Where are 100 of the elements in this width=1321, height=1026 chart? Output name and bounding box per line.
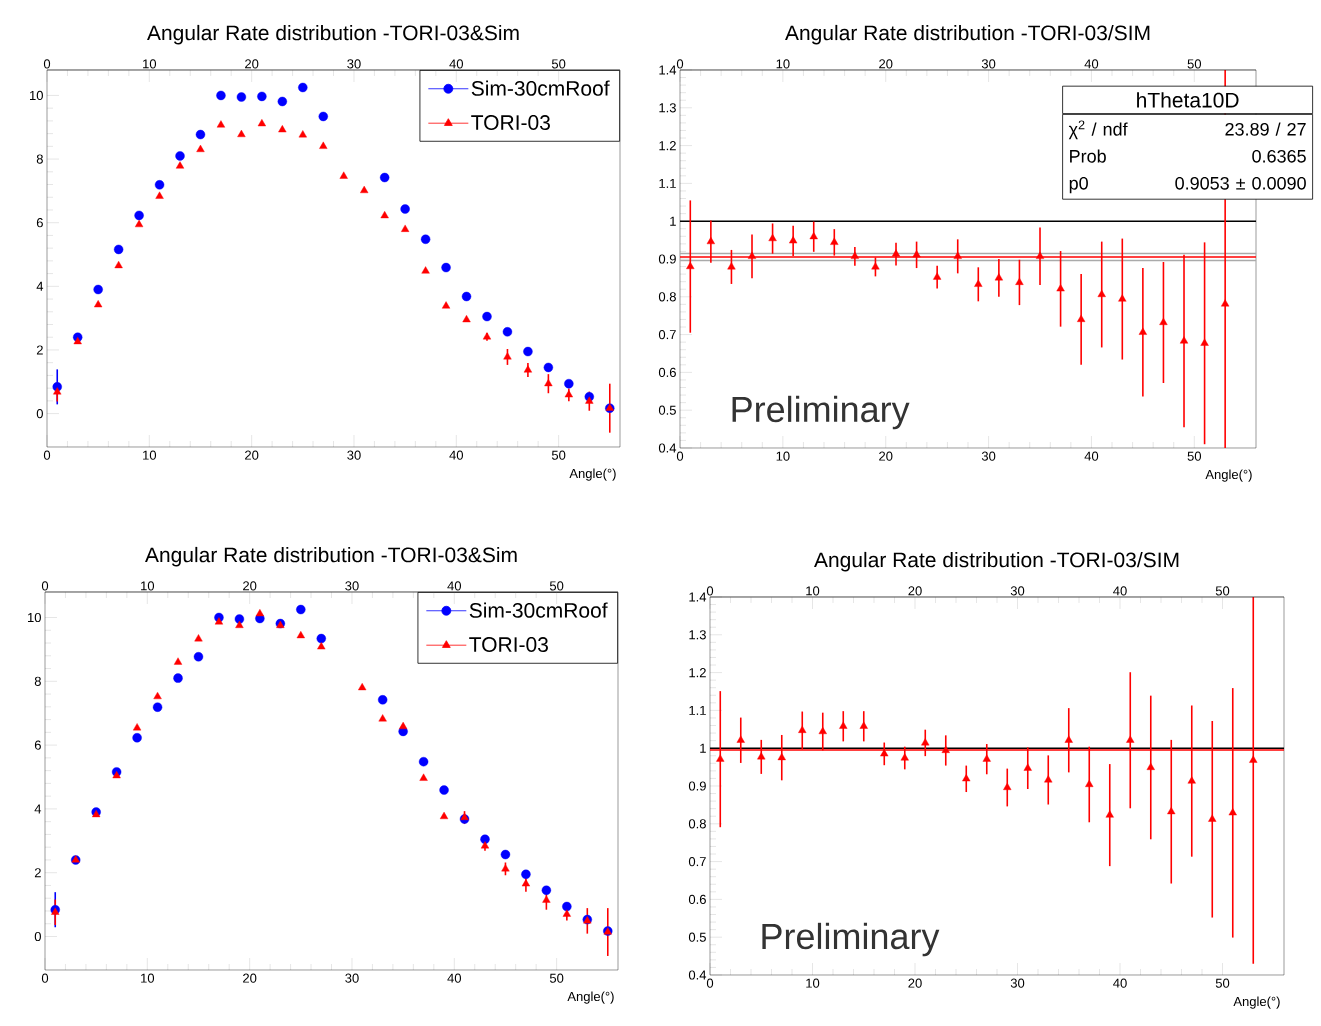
legend-label: TORI-03	[469, 637, 548, 652]
x-tick-label: 20	[908, 586, 922, 596]
y-tick-label: 8	[34, 676, 41, 686]
x2-tick-label: 10	[806, 978, 820, 988]
y-tick-label: 1.1	[689, 705, 706, 715]
chart-title: Angular Rate distribution -TORI-03&Sim	[145, 546, 517, 567]
y-tick-label: 1.2	[689, 668, 706, 678]
y-tick-label: 0.4	[688, 970, 707, 980]
y-tick-label: 0.6	[688, 894, 706, 904]
x-tick-label: 50	[1215, 586, 1230, 596]
chart-title: Angular Rate distribution -TORI-03&Sim	[147, 24, 519, 45]
x2-tick-label: 40	[447, 973, 462, 983]
legend-label: TORI-03	[471, 115, 550, 130]
x-axis-title: Angle(°)	[1233, 996, 1280, 1009]
y-tick-label: 6	[36, 218, 43, 228]
x2-tick-label: 30	[347, 450, 361, 460]
y-tick-label: 0.8	[688, 819, 706, 829]
x-tick-label: 50	[551, 59, 566, 69]
annotation: 0.9053 ± 0.0090	[1175, 176, 1306, 190]
x2-tick-label: 20	[243, 973, 257, 983]
x2-tick-label: 20	[879, 451, 893, 461]
x-tick-label: 10	[141, 581, 155, 591]
y-tick-label: 0.5	[688, 932, 706, 942]
x2-tick-label: 0	[676, 451, 684, 461]
x2-tick-label: 40	[1113, 978, 1127, 988]
x-tick-label: 30	[1010, 586, 1025, 596]
x2-tick-label: 50	[1187, 451, 1202, 461]
x-tick-label: 20	[243, 581, 257, 591]
y-tick-label: 1.4	[659, 65, 677, 75]
x-tick-label: 10	[806, 586, 820, 596]
x2-tick-label: 10	[141, 973, 155, 983]
x-tick-label: 10	[776, 59, 790, 69]
y-tick-label: 0.5	[658, 405, 676, 415]
x2-tick-label: 10	[143, 450, 157, 460]
y-tick-label: 1.4	[689, 592, 707, 602]
x2-tick-label: 40	[449, 450, 464, 460]
y-tick-label: 8	[36, 154, 43, 164]
y-tick-label: 0.6	[658, 367, 676, 377]
x-tick-label: 20	[245, 59, 259, 69]
x2-tick-label: 10	[776, 451, 790, 461]
y-tick-label: 4	[34, 804, 42, 814]
x-tick-label: 0	[706, 586, 714, 596]
x-axis-title: Angle(°)	[569, 468, 616, 481]
legend-label: Sim-30cmRoof	[469, 602, 608, 618]
x2-tick-label: 20	[908, 978, 922, 988]
x-tick-label: 30	[347, 59, 361, 69]
annotation: Preliminary	[762, 922, 940, 957]
x2-tick-label: 20	[245, 450, 259, 460]
x2-tick-label: 30	[981, 451, 996, 461]
x2-tick-label: 40	[1084, 451, 1099, 461]
x-tick-label: 40	[1113, 586, 1127, 596]
y-tick-label: 1.3	[659, 103, 676, 113]
y-tick-label: 0.7	[688, 856, 706, 867]
chart-title: Angular Rate distribution -TORI-03/SIM	[785, 24, 1150, 45]
x-tick-label: 40	[447, 581, 462, 591]
y-tick-label: 4	[36, 281, 44, 291]
x-tick-label: 0	[676, 59, 684, 69]
annotation: p0	[1069, 176, 1088, 194]
x2-tick-label: 30	[345, 973, 359, 983]
annotation: hTheta10D	[1137, 92, 1239, 108]
x2-tick-label: 0	[43, 450, 51, 460]
y-tick-label: 1.1	[659, 178, 676, 188]
chart-title: Angular Rate distribution -TORI-03/SIM	[814, 551, 1179, 572]
y-tick-label: 0.7	[658, 329, 676, 340]
x-axis-title: Angle(°)	[1205, 469, 1252, 482]
y-tick-label: 1.3	[689, 630, 706, 640]
annotation: Preliminary	[732, 395, 910, 430]
annotation: χ$^{2}$ / ndf	[1068, 120, 1128, 140]
x-tick-label: 30	[981, 59, 996, 69]
x2-tick-label: 50	[551, 450, 566, 460]
annotation: 23.89 / 27	[1225, 122, 1306, 136]
y-tick-label: 0.4	[658, 443, 677, 453]
x2-tick-label: 50	[1215, 978, 1230, 988]
x-tick-label: 50	[549, 581, 564, 591]
y-tick-label: 0	[36, 408, 43, 419]
annotation: 0.6365	[1252, 149, 1306, 163]
x-tick-label: 40	[449, 59, 464, 69]
y-tick-label: 10	[30, 90, 43, 101]
y-tick-label: 1.2	[659, 141, 676, 151]
x2-tick-label: 50	[549, 973, 564, 983]
y-tick-label: 1	[700, 743, 706, 753]
x-tick-label: 30	[345, 581, 359, 591]
x-tick-label: 40	[1084, 59, 1099, 69]
y-tick-label: 0.8	[658, 292, 676, 302]
x-tick-label: 0	[43, 59, 51, 69]
x-tick-label: 10	[143, 59, 157, 69]
annotation: Prob	[1070, 149, 1106, 163]
x2-tick-label: 0	[706, 978, 714, 988]
x-tick-label: 20	[879, 59, 893, 69]
x-tick-label: 50	[1187, 59, 1202, 69]
y-tick-label: 0	[34, 931, 41, 942]
y-tick-label: 10	[28, 612, 41, 623]
x-axis-title: Angle(°)	[567, 991, 614, 1004]
legend-label: Sim-30cmRoof	[471, 80, 610, 96]
x2-tick-label: 30	[1010, 978, 1025, 988]
y-tick-label: 0.9	[658, 254, 676, 264]
y-tick-label: 0.9	[688, 781, 706, 791]
y-tick-label: 6	[34, 740, 41, 750]
y-tick-label: 2	[36, 345, 43, 355]
y-tick-label: 1	[670, 216, 676, 226]
